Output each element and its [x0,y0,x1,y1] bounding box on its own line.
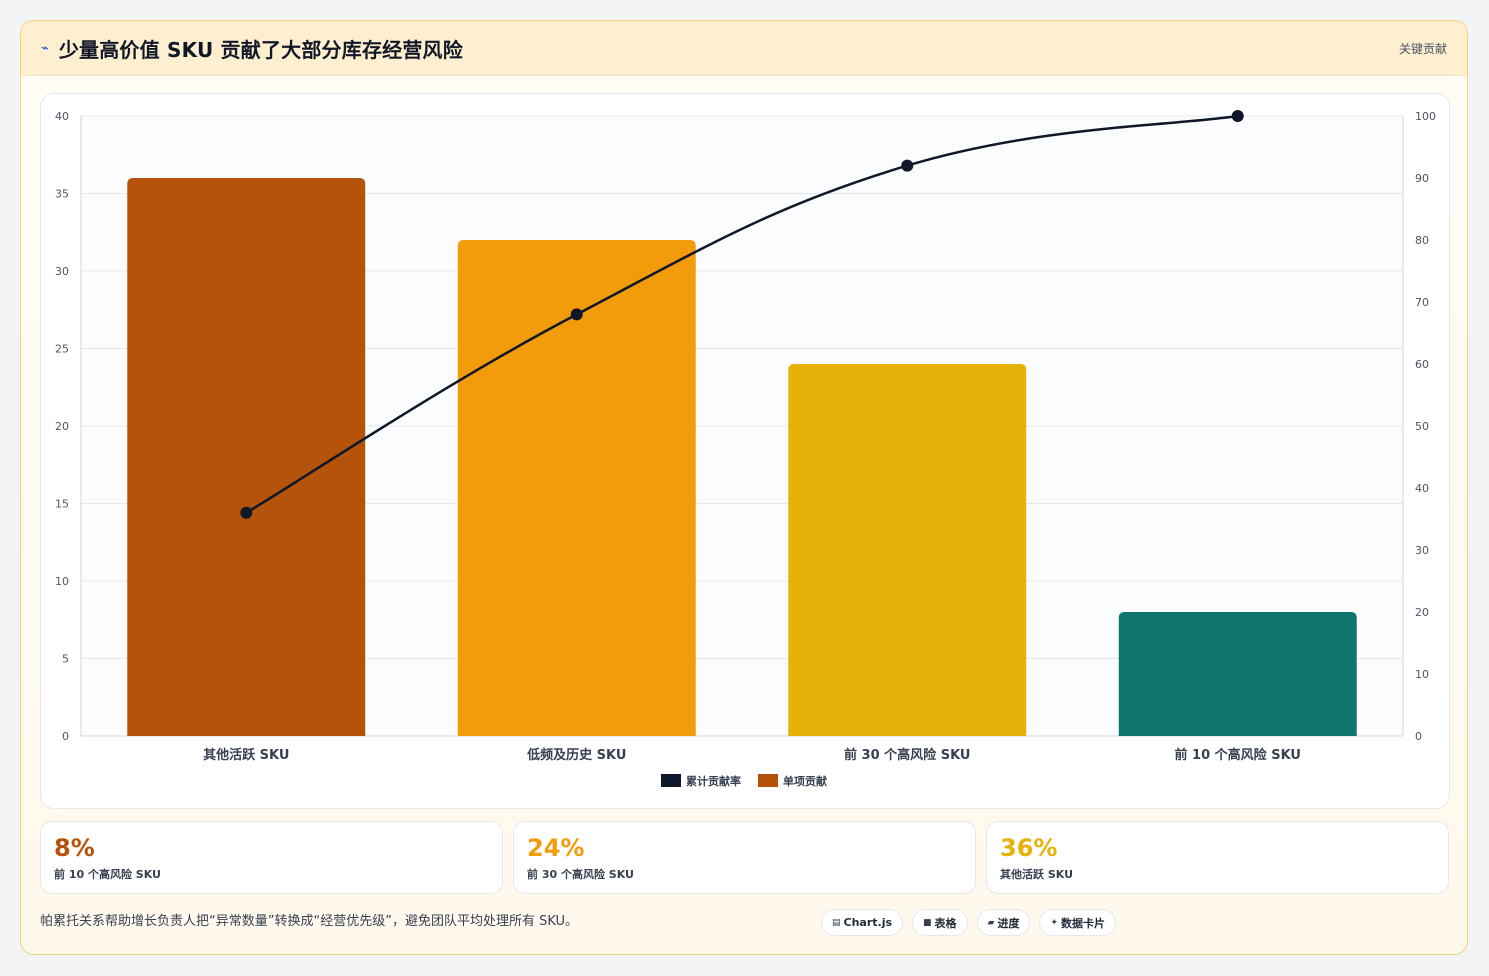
bar [788,364,1027,736]
stat-label: 前 10 个高风险 SKU [54,868,161,881]
card-title: 少量高价值 SKU 贡献了大部分库存经营风险 [58,37,463,62]
y-tick-label: 15 [55,498,69,511]
header-tag: 关键贡献 [1398,41,1447,56]
cumulative-point [240,506,253,519]
y-tick-label: 30 [55,265,69,278]
legend-label: 累计贡献率 [686,774,741,788]
chip-progress[interactable]: ▰ 进度 [976,909,1031,936]
y2-tick-label: 0 [1415,730,1422,743]
cumulative-line [245,114,1238,514]
report-card: ⌁ 少量高价值 SKU 贡献了大部分库存经营风险 关键贡献 0 5 10 15 20 25… [20,20,1468,955]
legend-swatch [661,774,681,787]
chip-data-card[interactable]: ✦ 数据卡片 [1039,909,1117,936]
x-tick-label: 其他活跃 SKU [203,747,289,763]
chart-icon: ▤ [832,917,841,928]
y2-tick-label: 10 [1415,668,1429,681]
y-tick-label: 5 [62,653,69,666]
card-header: ⌁ 少量高价值 SKU 贡献了大部分库存经营风险 关键贡献 [21,21,1467,76]
chip-label: 进度 [997,916,1020,930]
x-tick-label: 前 30 个高风险 SKU [844,747,970,763]
y2-tick-label: 40 [1415,482,1429,495]
feature-chips: ▤ Chart.js ■ 表格 ▰ 进度 ✦ 数据卡片 [821,909,1117,936]
chip-table[interactable]: ■ 表格 [912,909,968,936]
stat-card: 8% 前 10 个高风险 SKU [40,821,503,894]
stat-value: 8% [54,834,95,862]
y2-tick-label: 20 [1415,606,1429,619]
stat-card: 36% 其他活跃 SKU [986,821,1449,894]
table-icon: ■ [923,917,932,928]
cumulative-point [570,308,583,321]
progress-icon: ▰ [987,917,995,928]
bar [457,240,696,736]
y2-tick-label: 60 [1415,358,1429,371]
y2-tick-label: 80 [1415,234,1429,247]
pareto-chart-panel: 0 5 10 15 20 25 30 35 40 0 10 20 30 40 50 60 70 80 90 100 其他… [40,93,1450,809]
y-tick-label: 20 [55,420,69,433]
chip-label: 数据卡片 [1061,916,1106,930]
chip-chartjs[interactable]: ▤ Chart.js [821,909,904,936]
bolt-icon: ⌁ [41,40,49,56]
chip-label: Chart.js [843,916,893,929]
y2-tick-label: 100 [1415,110,1436,123]
y2-tick-label: 30 [1415,544,1429,557]
stat-card: 24% 前 30 个高风险 SKU [513,821,976,894]
stat-label: 其他活跃 SKU [1000,868,1074,881]
cumulative-point [1231,110,1244,122]
y-tick-label: 0 [62,730,69,743]
y-tick-label: 10 [55,575,69,588]
sparkle-icon: ✦ [1050,917,1059,928]
y-tick-label: 35 [55,188,69,201]
chip-label: 表格 [934,916,957,930]
stat-value: 36% [1000,834,1058,862]
footer-note: 帕累托关系帮助增长负责人把“异常数量”转换成“经营优先级”，避免团队平均处理所有… [40,914,579,929]
stat-label: 前 30 个高风险 SKU [527,868,634,881]
y2-tick-label: 70 [1415,296,1429,309]
stat-cards: 8% 前 10 个高风险 SKU 24% 前 30 个高风险 SKU 36% 其… [40,821,1450,894]
y-tick-label: 40 [55,110,69,123]
pareto-chart: 0 5 10 15 20 25 30 35 40 0 10 20 30 40 50 60 70 80 90 100 其他… [55,110,1436,788]
legend-swatch [758,774,778,787]
stat-value: 24% [527,834,585,862]
y2-tick-label: 50 [1415,420,1429,433]
cumulative-point [901,159,914,172]
x-tick-label: 前 10 个高风险 SKU [1175,747,1301,763]
y-tick-label: 25 [55,343,69,356]
bar [1118,612,1357,736]
bar [127,178,366,736]
x-tick-label: 低频及历史 SKU [526,747,626,763]
y2-tick-label: 90 [1415,172,1429,185]
legend-label: 单项贡献 [783,774,827,788]
